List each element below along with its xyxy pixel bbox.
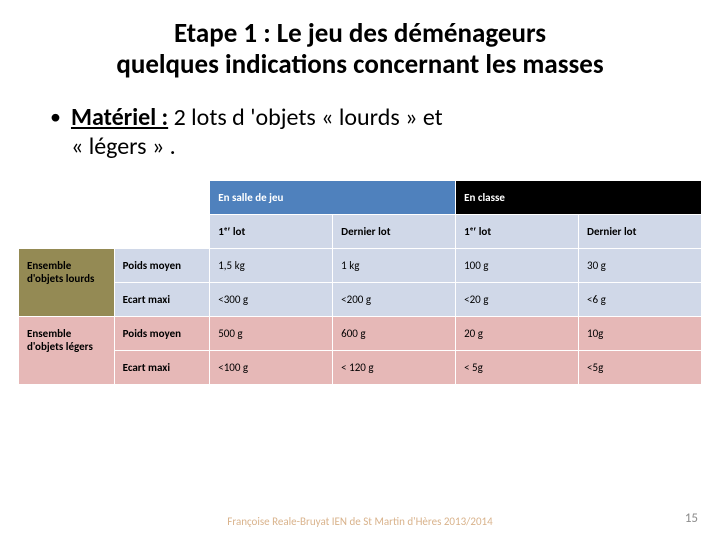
data-table: En salle de jeu En classe 1ᵉʳ lot Dernie… <box>18 180 702 385</box>
data-cell: 600 g <box>333 316 456 350</box>
row-label-legers: Ensemble d'objets légers <box>19 316 115 384</box>
row-label-lourds: Ensemble d'objets lourds <box>19 248 115 316</box>
data-cell: <6 g <box>579 282 702 316</box>
subheader-cell: Dernier lot <box>579 214 702 248</box>
subheader-cell: Dernier lot <box>333 214 456 248</box>
table-row: 1ᵉʳ lot Dernier lot 1ᵉʳ lot Dernier lot <box>19 214 702 248</box>
bullet-text: Matériel : 2 lots d 'objets « lourds » e… <box>71 104 443 162</box>
table-row: Ecart maxi <100 g < 120 g < 5g <5g <box>19 350 702 384</box>
data-cell: 1 kg <box>333 248 456 282</box>
data-cell: 10g <box>579 316 702 350</box>
metric-label: Poids moyen <box>114 248 210 282</box>
data-cell: <5g <box>579 350 702 384</box>
empty-cell <box>19 180 210 214</box>
subheader-cell: 1ᵉʳ lot <box>456 214 579 248</box>
data-cell: <100 g <box>210 350 333 384</box>
data-cell: 30 g <box>579 248 702 282</box>
data-cell: <300 g <box>210 282 333 316</box>
header-classe: En classe <box>456 180 702 214</box>
bullet-block: • Matériel : 2 lots d 'objets « lourds »… <box>0 80 720 162</box>
data-cell: 1,5 kg <box>210 248 333 282</box>
metric-label: Poids moyen <box>114 316 210 350</box>
data-cell: < 5g <box>456 350 579 384</box>
data-cell: 500 g <box>210 316 333 350</box>
data-cell: 100 g <box>456 248 579 282</box>
empty-cell <box>19 214 210 248</box>
bullet-marker-icon: • <box>50 104 61 162</box>
table-row: Ensemble d'objets lourds Poids moyen 1,5… <box>19 248 702 282</box>
header-salle: En salle de jeu <box>210 180 456 214</box>
footer-text: Françoise Reale-Bruyat IEN de St Martin … <box>0 515 720 528</box>
material-text-2: « légers » . <box>71 132 176 161</box>
data-cell: <20 g <box>456 282 579 316</box>
table-row: Ensemble d'objets légers Poids moyen 500… <box>19 316 702 350</box>
material-label: Matériel : <box>71 103 168 132</box>
slide-title: Etape 1 : Le jeu des déménageurs quelque… <box>0 0 720 80</box>
table-row: Ecart maxi <300 g <200 g <20 g <6 g <box>19 282 702 316</box>
metric-label: Ecart maxi <box>114 282 210 316</box>
data-cell: <200 g <box>333 282 456 316</box>
material-text-1: 2 lots d 'objets « lourds » et <box>168 103 443 132</box>
table-row: En salle de jeu En classe <box>19 180 702 214</box>
data-cell: < 120 g <box>333 350 456 384</box>
subheader-cell: 1ᵉʳ lot <box>210 214 333 248</box>
title-line1: Etape 1 : Le jeu des déménageurs <box>174 17 546 50</box>
title-line2: quelques indications concernant les mass… <box>116 48 603 81</box>
data-table-wrap: En salle de jeu En classe 1ᵉʳ lot Dernie… <box>0 162 720 385</box>
data-cell: 20 g <box>456 316 579 350</box>
metric-label: Ecart maxi <box>114 350 210 384</box>
page-number: 15 <box>685 511 698 526</box>
bullet-item: • Matériel : 2 lots d 'objets « lourds »… <box>50 104 670 162</box>
